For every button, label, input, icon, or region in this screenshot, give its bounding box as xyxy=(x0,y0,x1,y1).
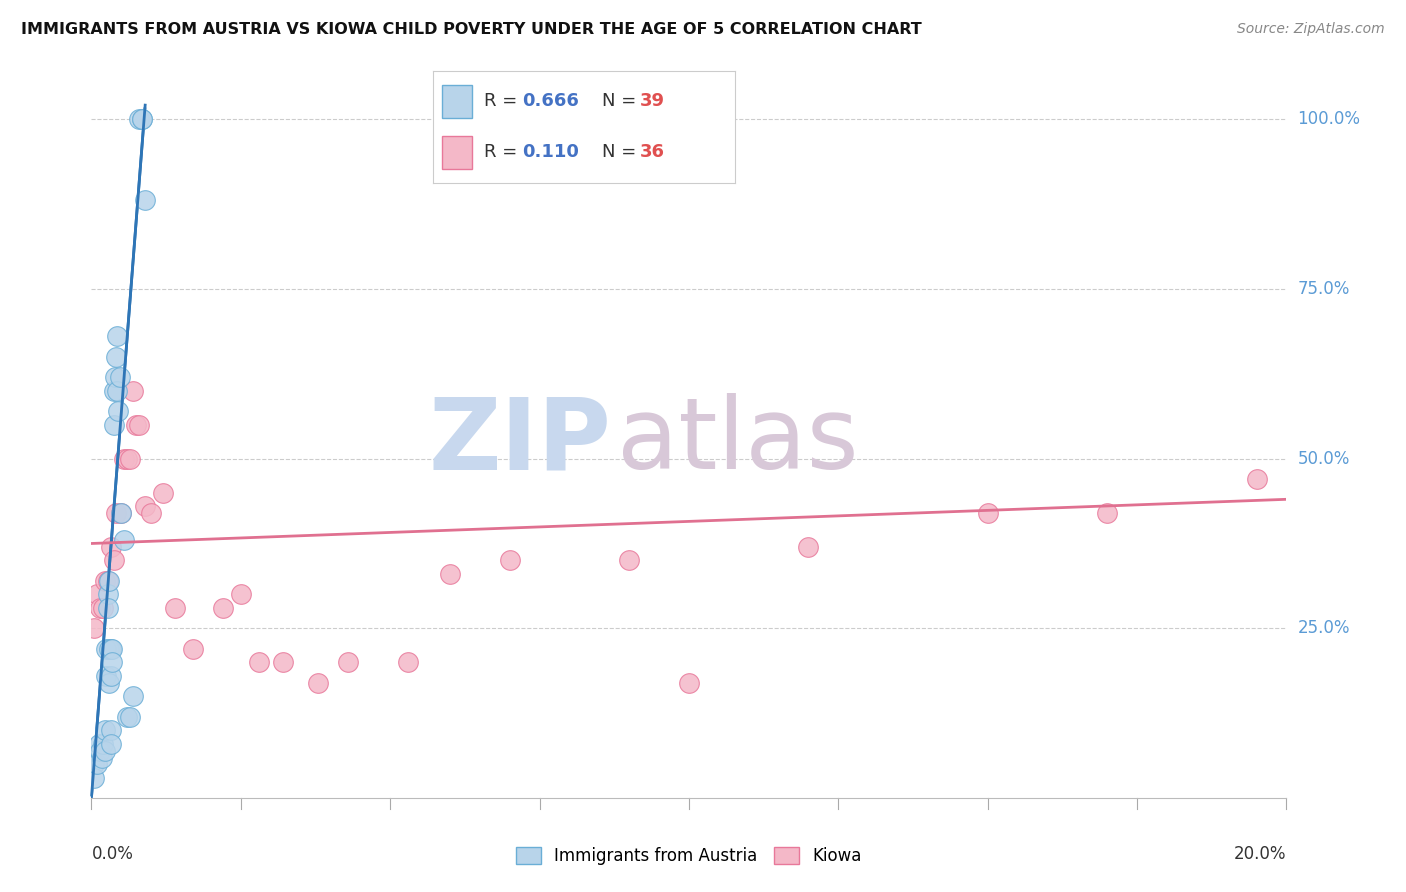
Point xyxy=(87,737,110,751)
Point xyxy=(105,329,128,343)
Point xyxy=(105,350,128,364)
Text: Source: ZipAtlas.com: Source: ZipAtlas.com xyxy=(1237,22,1385,37)
Point xyxy=(112,533,135,547)
Point xyxy=(100,737,122,751)
Point xyxy=(91,750,114,764)
Point xyxy=(128,417,150,432)
Point xyxy=(122,690,145,704)
Point xyxy=(97,587,120,601)
Point xyxy=(247,656,270,670)
Text: IMMIGRANTS FROM AUSTRIA VS KIOWA CHILD POVERTY UNDER THE AGE OF 5 CORRELATION CH: IMMIGRANTS FROM AUSTRIA VS KIOWA CHILD P… xyxy=(21,22,922,37)
Text: 20.0%: 20.0% xyxy=(1234,845,1286,863)
Point xyxy=(86,587,108,601)
Point xyxy=(110,506,132,520)
Point xyxy=(134,194,156,208)
Point xyxy=(103,553,125,567)
Point xyxy=(128,112,150,126)
Point xyxy=(89,601,111,615)
Point xyxy=(96,641,118,656)
Point xyxy=(93,601,115,615)
Text: 100.0%: 100.0% xyxy=(1298,110,1361,128)
Text: 25.0%: 25.0% xyxy=(1298,619,1350,638)
Point xyxy=(131,112,153,126)
Text: 0.666: 0.666 xyxy=(522,92,579,110)
Point xyxy=(337,656,360,670)
Text: 0.110: 0.110 xyxy=(522,144,579,161)
Point xyxy=(125,417,148,432)
Legend: Immigrants from Austria, Kiowa: Immigrants from Austria, Kiowa xyxy=(509,840,869,872)
Point xyxy=(108,370,131,384)
Text: 39: 39 xyxy=(640,92,665,110)
Point xyxy=(122,384,145,398)
Text: 0.0%: 0.0% xyxy=(91,845,134,863)
Point xyxy=(678,675,700,690)
Point xyxy=(83,622,105,636)
FancyBboxPatch shape xyxy=(441,136,472,169)
Point xyxy=(181,641,204,656)
Text: N =: N = xyxy=(602,92,643,110)
Point xyxy=(120,710,142,724)
Point xyxy=(107,404,129,418)
Point xyxy=(134,499,156,513)
Point xyxy=(86,757,108,772)
Point xyxy=(83,757,105,772)
Point xyxy=(120,451,142,466)
Point xyxy=(101,656,124,670)
Point xyxy=(112,451,135,466)
Point xyxy=(211,601,233,615)
Point xyxy=(100,641,122,656)
Point xyxy=(619,553,641,567)
Point xyxy=(439,567,461,582)
Point xyxy=(101,641,124,656)
Point xyxy=(103,384,125,398)
Point xyxy=(797,540,820,554)
Point xyxy=(98,641,121,656)
Point xyxy=(131,112,153,126)
Point xyxy=(98,574,121,588)
Text: R =: R = xyxy=(485,144,523,161)
Point xyxy=(110,506,132,520)
Point xyxy=(105,384,128,398)
Point xyxy=(93,723,115,738)
Point xyxy=(396,656,419,670)
Point xyxy=(307,675,329,690)
Point xyxy=(100,723,122,738)
Text: 50.0%: 50.0% xyxy=(1298,450,1350,467)
Point xyxy=(100,540,122,554)
Point xyxy=(96,669,118,683)
Point xyxy=(152,485,174,500)
Point xyxy=(499,553,522,567)
Point xyxy=(97,574,120,588)
Text: R =: R = xyxy=(485,92,523,110)
Point xyxy=(83,771,105,785)
Point xyxy=(1246,472,1268,486)
Text: atlas: atlas xyxy=(617,393,859,490)
Point xyxy=(976,506,998,520)
Point xyxy=(163,601,186,615)
Point xyxy=(93,574,115,588)
Text: 75.0%: 75.0% xyxy=(1298,279,1350,298)
Point xyxy=(141,506,163,520)
Point xyxy=(115,710,138,724)
Point xyxy=(98,675,121,690)
Point xyxy=(105,506,128,520)
Point xyxy=(89,744,111,758)
Text: ZIP: ZIP xyxy=(429,393,612,490)
Point xyxy=(100,669,122,683)
Point xyxy=(103,417,125,432)
Point xyxy=(1097,506,1119,520)
Point xyxy=(93,744,115,758)
Text: N =: N = xyxy=(602,144,643,161)
FancyBboxPatch shape xyxy=(441,85,472,119)
Point xyxy=(271,656,294,670)
Point xyxy=(115,451,138,466)
Point xyxy=(93,737,115,751)
Text: 36: 36 xyxy=(640,144,665,161)
Point xyxy=(104,370,127,384)
Point xyxy=(97,601,120,615)
Point xyxy=(229,587,252,601)
